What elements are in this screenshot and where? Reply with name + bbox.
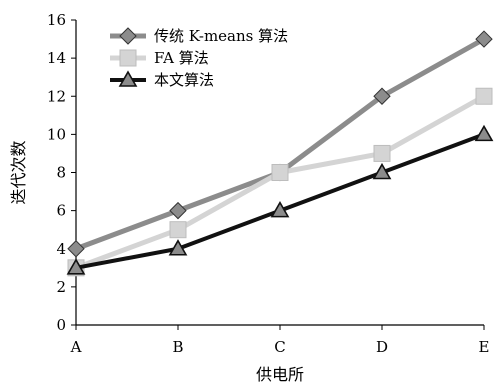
axes: 0 2 4 6 8 10 12 14 16 A B C D E	[47, 11, 490, 356]
series-line	[75, 94, 486, 271]
y-tick-label: 14	[47, 49, 66, 67]
legend-item-3: 本文算法	[110, 70, 214, 89]
y-tick-label: 0	[56, 316, 66, 334]
series-3	[66, 124, 494, 275]
data-point	[475, 30, 493, 48]
y-tick-label: 6	[56, 202, 66, 220]
data-point	[67, 240, 85, 258]
y-tick-label: 16	[47, 11, 66, 29]
x-tick-label: E	[479, 338, 490, 356]
data-point	[474, 124, 494, 142]
y-tick-label: 2	[56, 278, 66, 296]
data-point	[168, 239, 188, 256]
data-point	[475, 87, 493, 105]
y-tick-label: 4	[56, 240, 66, 258]
data-point	[169, 201, 187, 220]
data-point	[373, 87, 391, 105]
legend-item-1: 传统 K-means 算法	[110, 27, 288, 45]
data-point	[270, 201, 290, 218]
legend-marker	[119, 27, 137, 45]
series-2	[67, 87, 493, 277]
x-tick-label: B	[172, 338, 183, 356]
data-point	[372, 162, 392, 180]
legend-label: 本文算法	[154, 71, 214, 89]
data-point	[271, 164, 289, 181]
data-point	[373, 144, 391, 162]
legend-marker	[119, 49, 137, 67]
y-axis-label: 迭代次数	[9, 140, 28, 204]
legend-item-2: FA 算法	[110, 49, 209, 67]
y-tick-label: 10	[47, 125, 66, 143]
x-tick-label: C	[274, 338, 285, 356]
legend-label: FA 算法	[154, 49, 209, 67]
data-point	[66, 258, 86, 275]
legend-label: 传统 K-means 算法	[154, 27, 288, 45]
x-axis-label: 供电所	[256, 365, 304, 384]
x-tick-label: D	[376, 338, 388, 356]
x-tick-label: A	[70, 338, 82, 356]
y-tick-label: 8	[56, 164, 66, 182]
y-tick-label: 12	[47, 87, 66, 105]
legend-marker	[118, 70, 138, 87]
data-point	[169, 221, 187, 239]
series-layer	[66, 30, 494, 277]
